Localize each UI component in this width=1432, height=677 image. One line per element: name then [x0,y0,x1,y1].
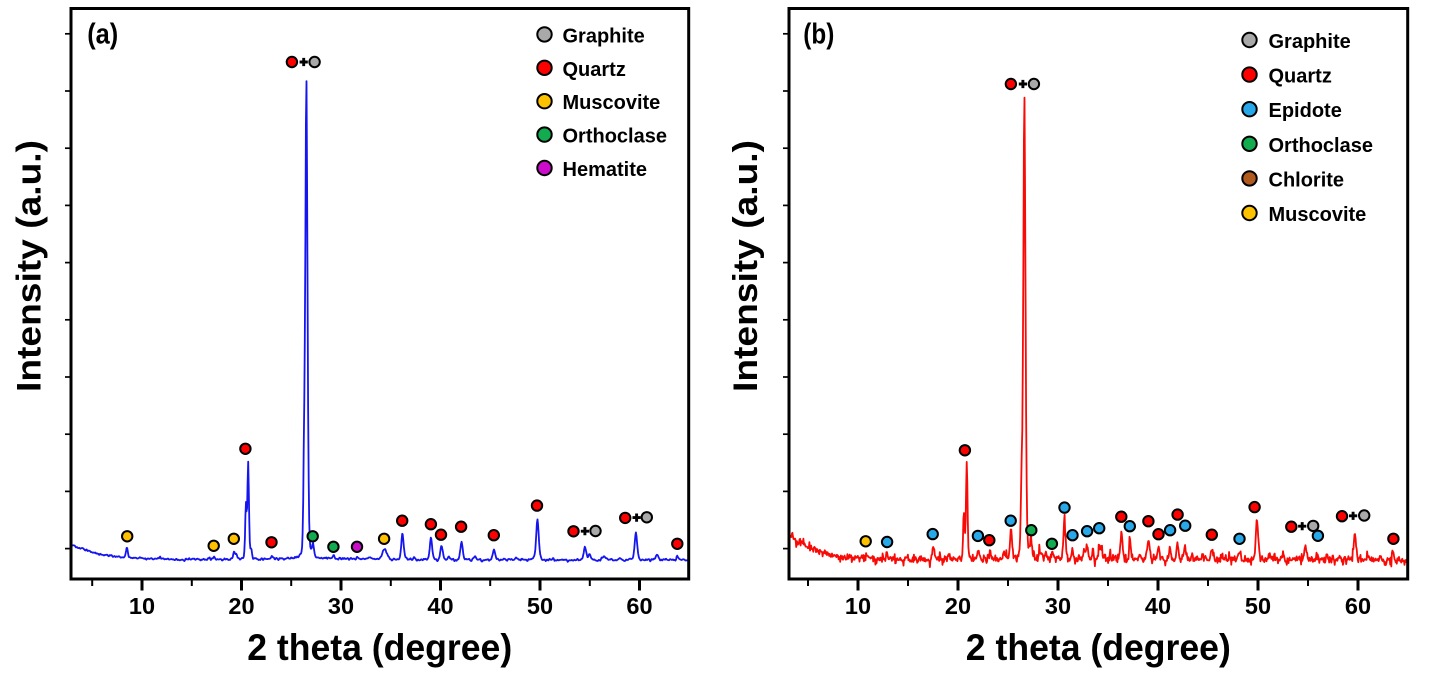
svg-text:Orthoclase: Orthoclase [563,126,667,148]
svg-text:Muscovite: Muscovite [563,92,661,114]
svg-text:Graphite: Graphite [563,25,645,47]
svg-text:30: 30 [1045,593,1071,619]
svg-text:Intensity (a.u.): Intensity (a.u.) [727,140,765,392]
svg-text:Quartz: Quartz [1269,66,1332,88]
svg-text:60: 60 [626,593,652,619]
svg-text:Graphite: Graphite [1269,31,1351,53]
svg-text:Chlorite: Chlorite [1269,169,1345,191]
svg-text:2 theta (degree): 2 theta (degree) [247,627,512,668]
svg-text:50: 50 [527,593,553,619]
svg-text:50: 50 [1245,593,1271,619]
svg-text:2 theta (degree): 2 theta (degree) [966,627,1231,668]
svg-text:Muscovite: Muscovite [1269,204,1367,226]
svg-text:Intensity (a.u.): Intensity (a.u.) [11,140,49,392]
svg-text:Quartz: Quartz [563,59,626,81]
svg-text:Orthoclase: Orthoclase [1269,135,1373,157]
svg-text:30: 30 [328,593,354,619]
svg-text:10: 10 [845,593,871,619]
svg-text:Hematite: Hematite [563,159,647,181]
svg-text:20: 20 [228,593,254,619]
svg-text:10: 10 [129,593,155,619]
svg-text:40: 40 [427,593,453,619]
svg-text:(a): (a) [87,19,118,51]
svg-text:20: 20 [945,593,971,619]
svg-text:40: 40 [1145,593,1171,619]
svg-text:(b): (b) [803,19,834,51]
svg-text:Epidote: Epidote [1269,100,1342,122]
svg-text:60: 60 [1345,593,1371,619]
